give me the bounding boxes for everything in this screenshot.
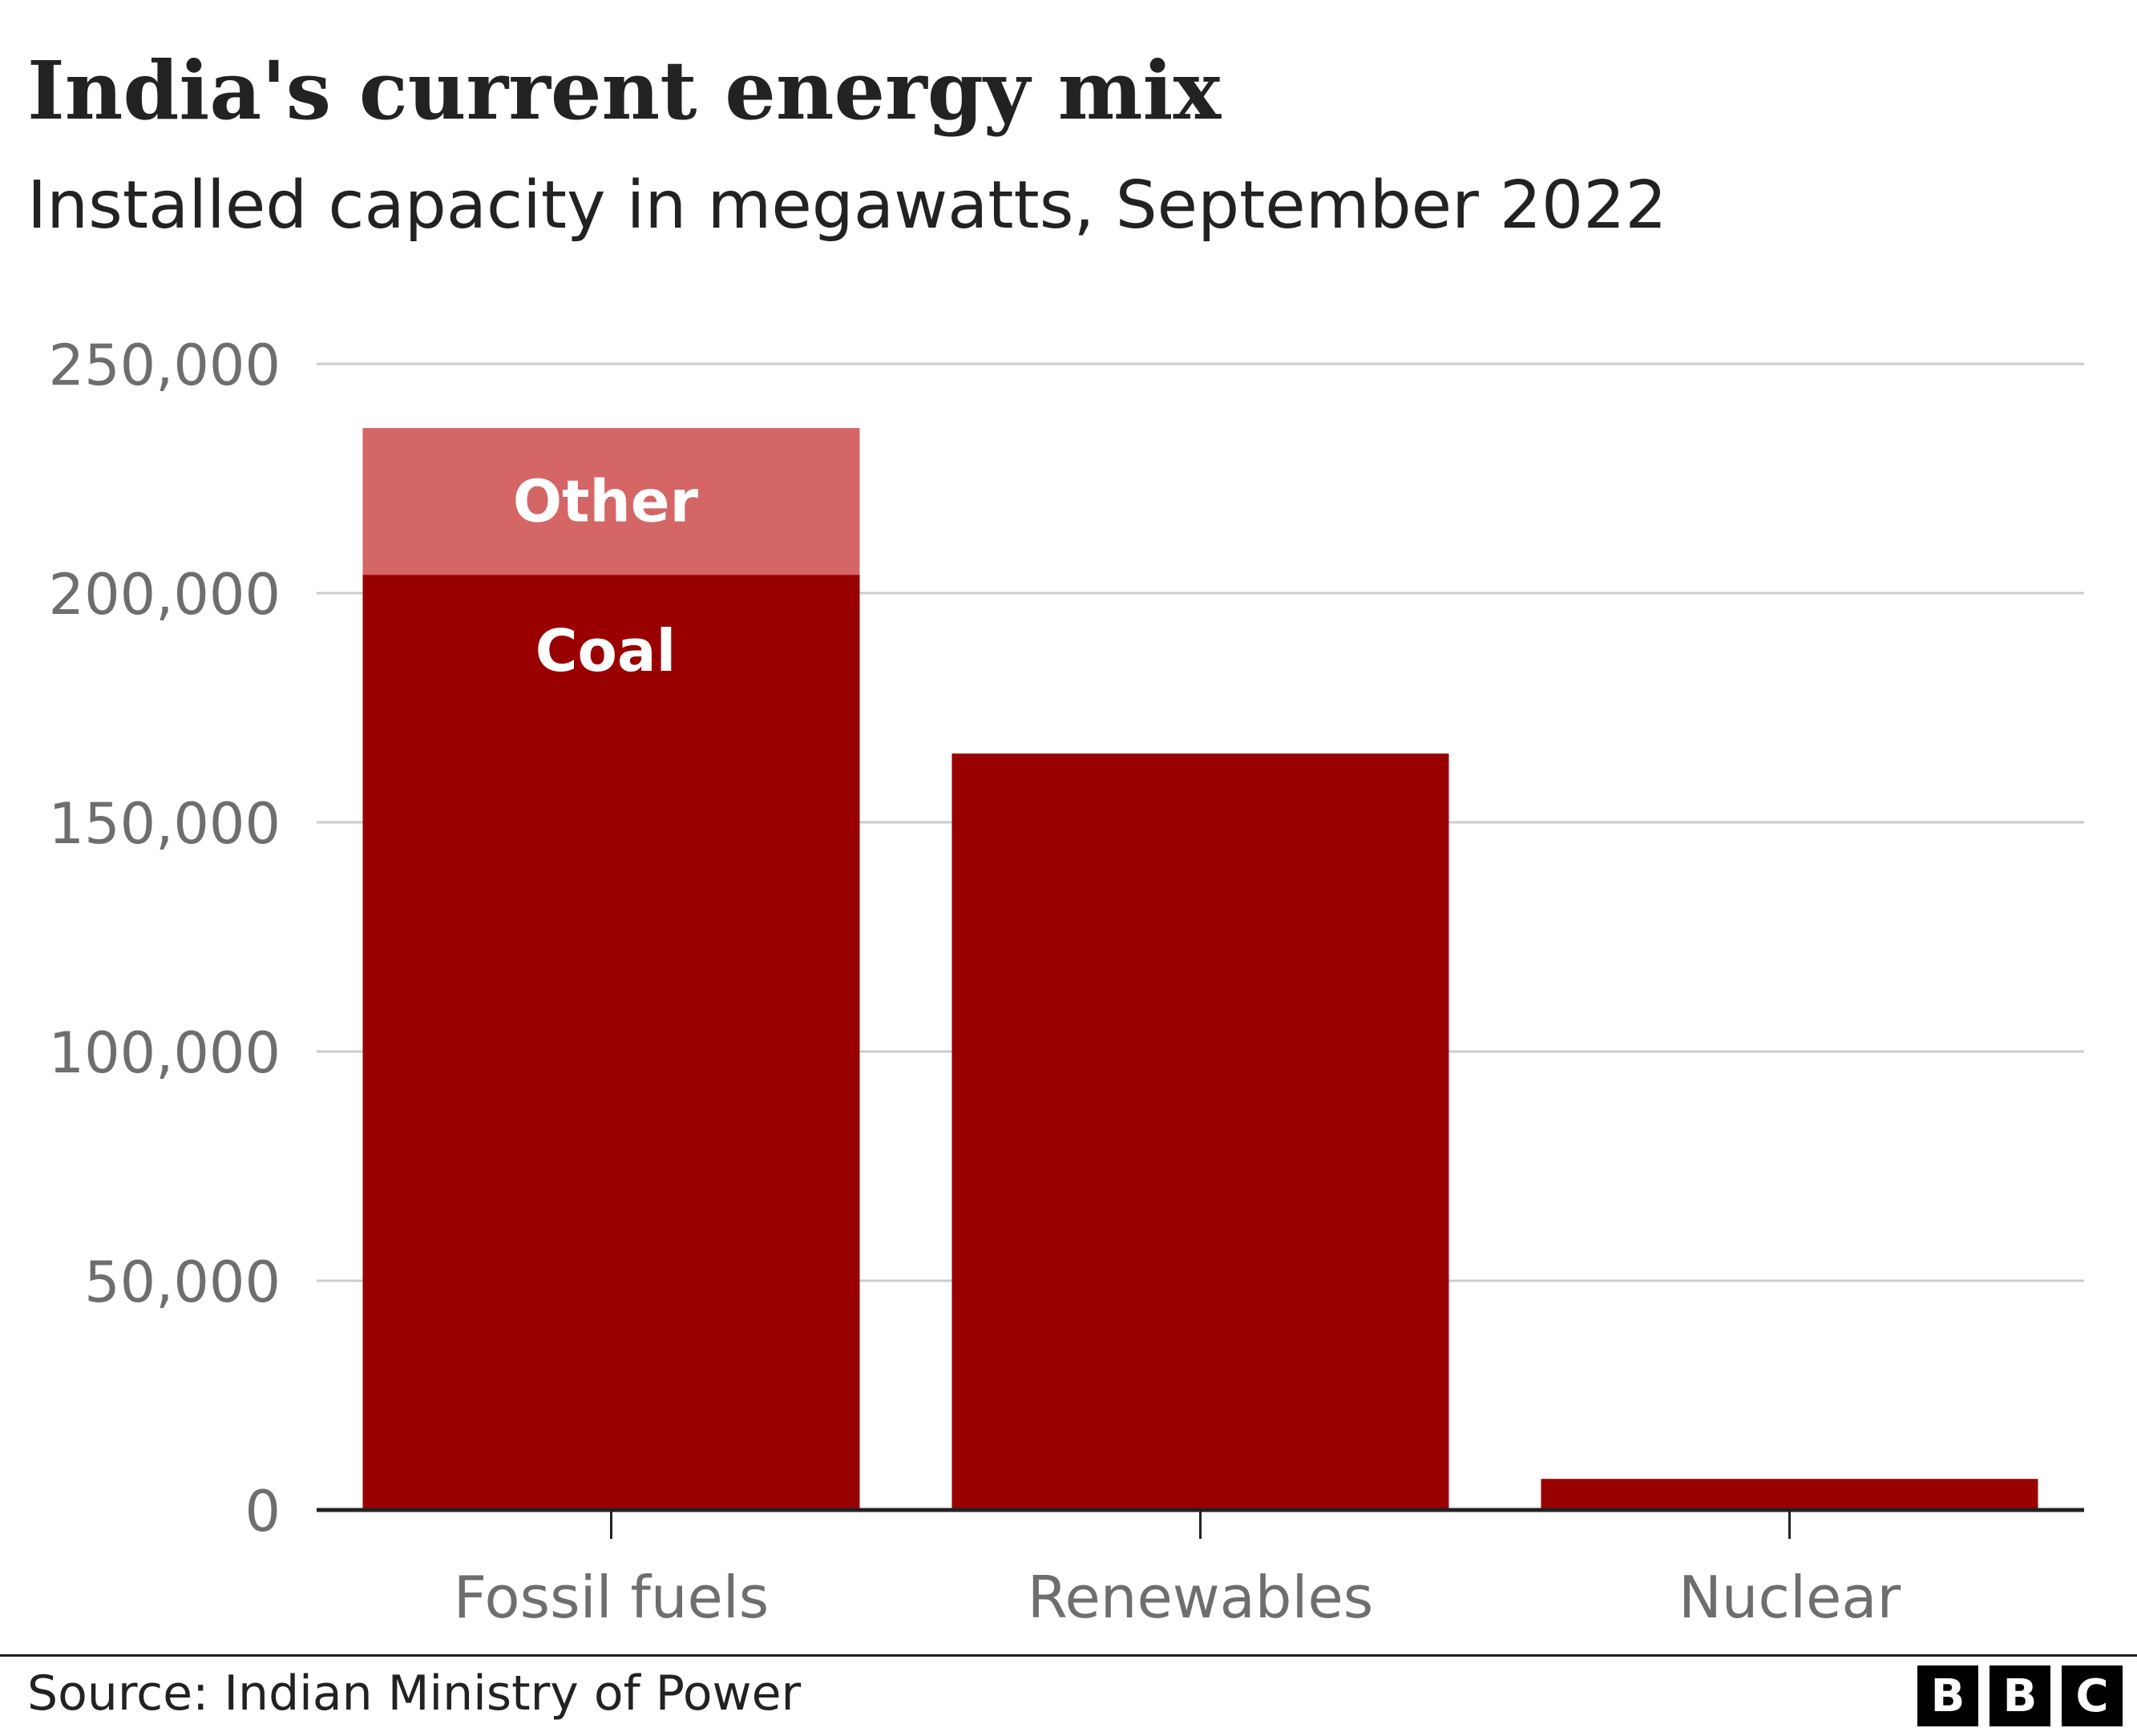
x-axis-tick-labels: Fossil fuels Renewables Nuclear [454, 1564, 1901, 1631]
bar-fossil-fuels-coal [362, 575, 860, 1510]
segment-label-other: Other [513, 468, 699, 535]
bbc-logo-letter-b1: B [1917, 1665, 1978, 1726]
x-tick-label-renewables: Renewables [1028, 1564, 1374, 1631]
y-tick-label-50000: 50,000 [84, 1250, 281, 1315]
segment-label-coal: Coal [535, 617, 677, 684]
y-tick-label-200000: 200,000 [49, 562, 281, 628]
source-note: Source: Indian Ministry of Power [27, 1665, 802, 1722]
bar-renewables-coal [951, 753, 1449, 1510]
chart-title: India's current energy mix [27, 43, 1222, 138]
bar-nuclear-coal [1541, 1479, 2038, 1510]
y-tick-label-250000: 250,000 [49, 333, 281, 398]
x-axis [317, 1508, 2084, 1539]
y-tick-label-150000: 150,000 [49, 791, 281, 857]
bbc-logo-letter-c: C [2062, 1665, 2123, 1726]
bbc-logo: B B C [1917, 1665, 2123, 1726]
bars [362, 428, 2038, 1510]
y-tick-label-100000: 100,000 [49, 1020, 281, 1086]
chart-subtitle: Installed capacity in megawatts, Septemb… [27, 168, 1667, 244]
bar-fossil-fuels-other [362, 428, 860, 575]
segment-labels: Coal Other [513, 468, 699, 685]
x-tick-label-nuclear: Nuclear [1678, 1564, 1901, 1631]
bbc-logo-letter-b2: B [1990, 1665, 2050, 1726]
x-tick-label-fossil-fuels: Fossil fuels [454, 1564, 770, 1631]
y-tick-label-0: 0 [244, 1479, 281, 1544]
y-axis-tick-labels: 0 50,000 100,000 150,000 200,000 250,000 [49, 333, 281, 1544]
footer-divider [0, 1654, 2137, 1657]
